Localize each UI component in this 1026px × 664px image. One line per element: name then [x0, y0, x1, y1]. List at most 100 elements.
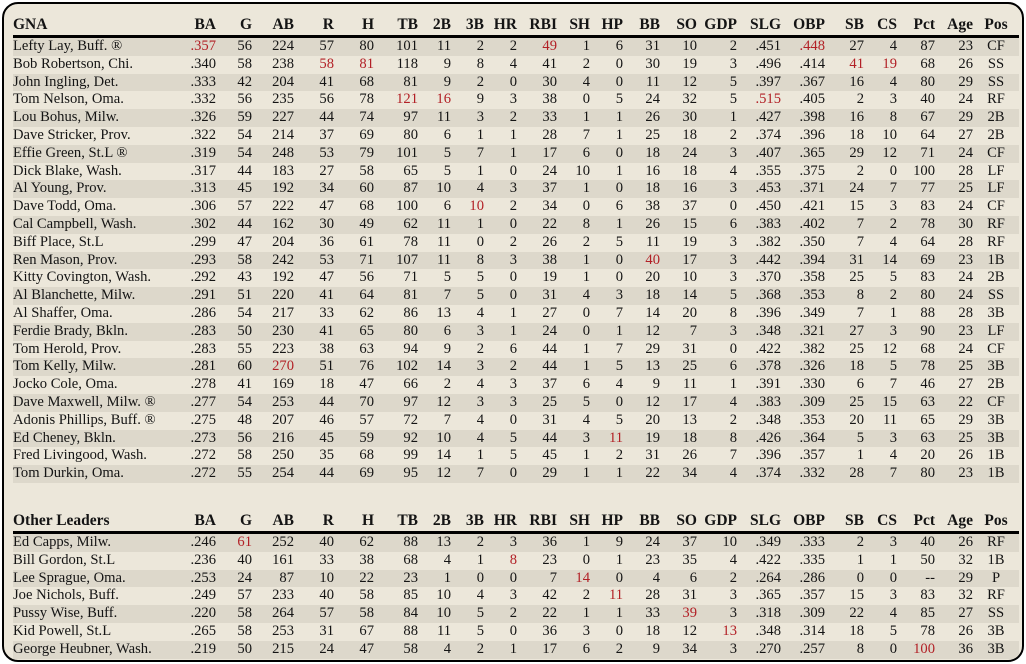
stat-cell: 2: [582, 55, 590, 72]
stat-cell: 39: [682, 605, 697, 622]
stat-cell: 47: [237, 233, 252, 250]
stat-cell: 2B: [987, 109, 1005, 126]
stat-cell: 0: [509, 215, 517, 232]
stat-cell: 37: [542, 180, 557, 197]
stat-cell: .402: [799, 215, 825, 232]
stat-cell: 64: [920, 126, 935, 143]
stat-cell: 22: [849, 605, 864, 622]
stat-cell: 4: [889, 605, 897, 622]
stat-cell: .257: [799, 640, 825, 657]
stat-cell: 1: [476, 551, 484, 568]
stat-cell: 192: [272, 180, 294, 197]
stat-cell: 3: [889, 429, 897, 446]
stat-cell: .272: [190, 465, 216, 482]
stat-cell: 11: [645, 73, 660, 90]
stat-cell: .309: [799, 605, 825, 622]
other-leaders-body: Ed Capps, Milw. .246 61 252 40 62 88 13 2 3 36 1 9 24…: [13, 532, 1019, 659]
stat-cell: .374: [755, 126, 781, 143]
stat-cell: 29: [958, 109, 973, 126]
stat-cell: 18: [682, 429, 697, 446]
stat-cell: 11: [436, 251, 451, 268]
stat-cell: 23: [645, 551, 660, 568]
stat-cell: 63: [359, 340, 374, 357]
stat-cell: 47: [319, 269, 334, 286]
stat-cell: 11: [436, 109, 451, 126]
stat-cell: 88: [403, 622, 418, 639]
stat-cell: 37: [682, 533, 697, 550]
stat-cell: .448: [799, 38, 825, 54]
stat-cell: 4: [729, 551, 737, 568]
stat-cell: 92: [403, 429, 418, 446]
stat-cell: 0: [729, 340, 737, 357]
stat-cell: 227: [272, 109, 294, 126]
stat-cell: 1: [729, 109, 737, 126]
player-name: Fred Livingood, Wash.: [13, 447, 147, 464]
column-header-2b: 2B: [424, 506, 457, 534]
stat-cell: 69: [920, 251, 935, 268]
stat-cell: .220: [190, 605, 216, 622]
stat-cell: 15: [882, 393, 897, 410]
stat-cell: .253: [190, 569, 216, 586]
stat-cell: CF: [987, 198, 1005, 215]
stat-cell: 1: [476, 447, 484, 464]
stat-cell: 0: [889, 640, 897, 657]
stat-cell: 4: [889, 38, 897, 54]
stat-cell: 30: [319, 215, 334, 232]
stat-cell: 248: [272, 144, 294, 161]
stat-cell: 235: [272, 91, 294, 108]
stat-cell: 1: [509, 640, 517, 657]
stat-cell: 0: [582, 198, 590, 215]
stat-cell: .396: [799, 126, 825, 143]
stat-cell: 62: [359, 304, 374, 321]
player-row: Tom Durkin, Oma. .272 55 254 44 69 95 12 7 0 29 1 1 2…: [13, 465, 1019, 483]
stat-cell: 69: [359, 126, 374, 143]
stat-cell: .283: [190, 340, 216, 357]
stat-cell: 77: [920, 180, 935, 197]
stat-cell: 26: [682, 447, 697, 464]
stat-cell: 1: [856, 447, 864, 464]
stat-cell: 5: [889, 358, 897, 375]
stat-cell: 3B: [987, 429, 1005, 446]
stat-cell: .321: [799, 322, 825, 339]
stat-cell: 38: [542, 91, 557, 108]
player-row: Biff Place, St.L .299 47 204 36 61 78 11 0 2 26 2 5 1…: [13, 234, 1019, 252]
player-name: Kitty Covington, Wash.: [13, 269, 152, 286]
stat-cell: 80: [920, 465, 935, 482]
stat-cell: 57: [237, 198, 252, 215]
stat-cell: 19: [682, 55, 697, 72]
column-header-cs: CS: [870, 11, 903, 38]
stat-cell: 0: [615, 622, 623, 639]
player-name: Lefty Lay, Buff. ®: [13, 38, 123, 54]
stat-cell: 64: [920, 233, 935, 250]
stat-cell: 31: [319, 622, 334, 639]
stat-cell: 3: [889, 587, 897, 604]
stat-cell: 4: [476, 376, 484, 393]
stat-cell: .348: [755, 411, 781, 428]
stat-cell: 0: [729, 198, 737, 215]
stat-cell: 81: [359, 55, 374, 72]
stat-cell: 5: [856, 429, 864, 446]
stat-cell: 16: [645, 162, 660, 179]
stat-cell: LF: [987, 322, 1005, 339]
stat-cell: 88: [403, 533, 418, 550]
stat-cell: 14: [645, 304, 660, 321]
player-name: Bob Robertson, Chi.: [13, 55, 133, 72]
player-row: Ed Capps, Milw. .246 61 252 40 62 88 13 2 3 36 1 9 24…: [13, 532, 1019, 552]
player-name: John Ingling, Det.: [13, 73, 119, 90]
stat-cell: 3: [476, 109, 484, 126]
stat-cell: 23: [958, 322, 973, 339]
stat-cell: 46: [920, 376, 935, 393]
player-row: Tom Herold, Prov. .283 55 223 38 63 94 9 2 6 44 1 7 2…: [13, 341, 1019, 359]
stat-cell: 7: [889, 180, 897, 197]
stat-cell: 80: [920, 73, 935, 90]
stat-cell: 26: [958, 533, 973, 550]
stat-cell: 11: [436, 622, 451, 639]
stat-cell: 18: [682, 126, 697, 143]
player-row: John Ingling, Det. .333 42 204 41 68 81 9 2 0 30 4 0…: [13, 73, 1019, 92]
stat-cell: 18: [645, 180, 660, 197]
stat-cell: 121: [396, 91, 418, 108]
stat-cell: 23: [958, 38, 973, 54]
stat-cell: 14: [575, 569, 590, 586]
stat-cell: 3: [889, 91, 897, 108]
column-header-3b: 3B: [457, 506, 490, 534]
